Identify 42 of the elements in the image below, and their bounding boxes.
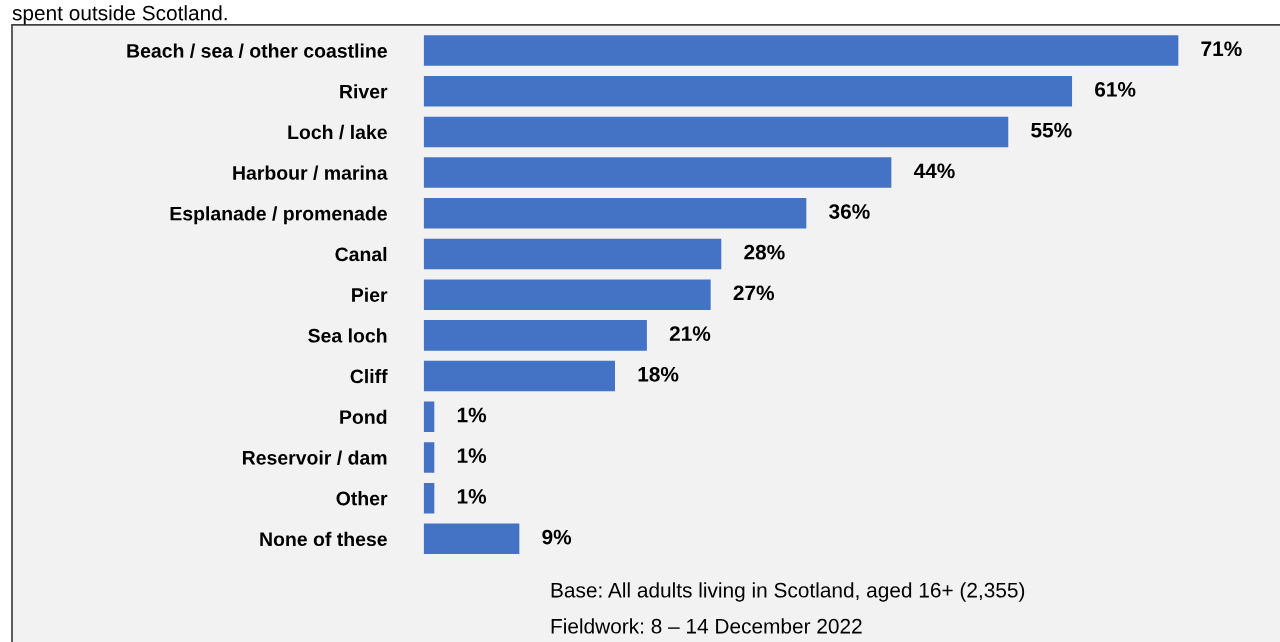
bar — [423, 198, 807, 229]
data-label: 44% — [913, 163, 955, 179]
data-label: 28% — [744, 244, 785, 260]
data-label: 55% — [1031, 122, 1072, 138]
bar — [423, 238, 722, 270]
y-tick-label: Esplanade / promenade — [170, 206, 387, 225]
y-tick-label: Harbour / marina — [233, 165, 388, 181]
data-label: 1% — [457, 489, 487, 504]
data-label: 1% — [457, 407, 487, 423]
bar — [423, 157, 892, 188]
y-tick-label: Pond — [340, 409, 387, 424]
data-label: 21% — [669, 326, 711, 341]
data-label: 61% — [1095, 82, 1136, 97]
y-tick-label: Canal — [335, 246, 387, 262]
y-tick-label: None of these — [260, 531, 387, 547]
bar — [423, 442, 435, 473]
y-tick-label: Other — [336, 491, 388, 506]
y-tick-label: River — [340, 84, 388, 99]
y-tick-label: Cliff — [350, 369, 388, 384]
data-label: 1% — [457, 448, 487, 463]
bar — [423, 116, 1009, 148]
text: spent outside Scotland. — [12, 5, 227, 25]
text: Base: All adults living in Scotland, aged 16+ (2,355) — [551, 582, 1025, 602]
text: Fieldwork: 8 – 14 December 2022 — [551, 618, 862, 634]
bar — [423, 35, 1179, 66]
data-label: 18% — [638, 366, 679, 382]
bar — [423, 320, 647, 351]
bar — [423, 482, 435, 514]
data-label: 9% — [542, 529, 572, 545]
y-tick-label: Reservoir / dam — [242, 450, 387, 465]
bar — [423, 401, 435, 433]
data-label: 71% — [1201, 41, 1242, 57]
y-tick-label: Beach / sea / other coastline — [127, 43, 387, 58]
y-tick-label: Loch / lake — [288, 124, 387, 140]
bar — [423, 279, 711, 310]
bar — [423, 75, 1073, 107]
y-tick-label: Pier — [352, 287, 388, 302]
y-tick-label: Sea loch — [308, 328, 387, 343]
bar — [423, 523, 520, 555]
data-label: 27% — [733, 285, 775, 301]
data-label: 36% — [829, 204, 870, 219]
bar — [423, 360, 615, 392]
